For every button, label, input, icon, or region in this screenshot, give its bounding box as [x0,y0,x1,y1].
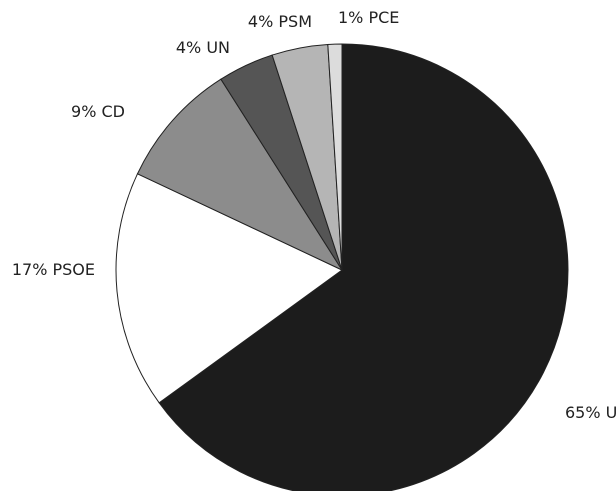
pie-slices [115,43,569,491]
pie-slice-label-6: 1% PCE [338,8,399,27]
pie-slice-2 [115,173,343,404]
pie-slice-label-4: 4% UN [176,38,230,57]
pie-slice-label-2: 17% PSOE [12,260,95,279]
pie-labels: 65% UC 17% PSOE 9% CD 4% UN 4% PSM 1% PCE [12,8,616,422]
pie-slice-6 [327,43,343,271]
pie-slice-1 [158,43,569,491]
pie-slice-label-1: 65% UC [565,403,616,422]
pie-slice-3 [136,78,344,272]
pie-slice-label-5: 4% PSM [248,12,312,31]
pie-slice-label-3: 9% CD [71,102,125,121]
